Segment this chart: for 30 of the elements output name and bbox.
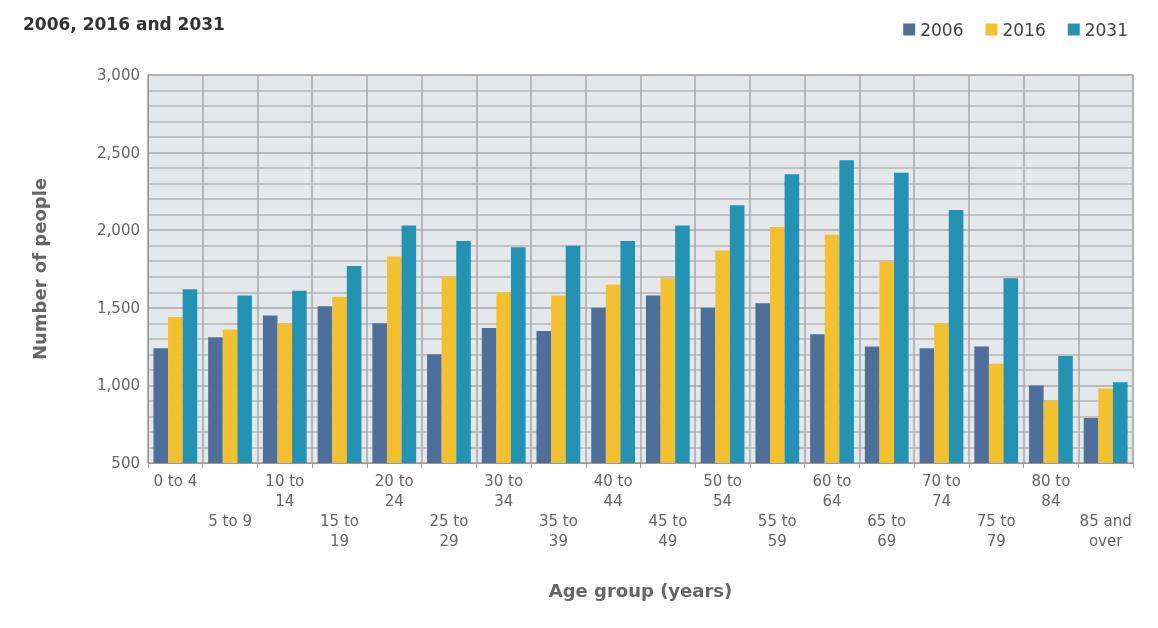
y-axis-title: Number of people	[28, 177, 50, 361]
legend-label: 2016	[1002, 19, 1046, 40]
y-tick-label: 3,000	[97, 66, 140, 84]
x-tick-label: 45 to 49	[648, 512, 688, 550]
x-tick-label: 5 to 9	[208, 512, 252, 530]
legend-label: 2006	[920, 19, 964, 40]
x-tick-label: 10 to 14	[265, 472, 305, 510]
x-tick-label: 70 to 74	[922, 472, 961, 510]
x-tick-label: 80 to 84	[1031, 472, 1071, 510]
x-tick-label: 40 to 44	[593, 472, 633, 510]
x-tick-label: 15 to 19	[320, 512, 359, 550]
x-tick-label: 50 to 54	[703, 472, 743, 510]
x-tick-label: 30 to 34	[484, 472, 524, 510]
y-tick-label: 2,000	[97, 221, 140, 240]
x-tick-label: 85 and over	[1079, 512, 1132, 550]
x-tick-label: 25 to 29	[429, 512, 469, 550]
x-axis-title: Age group (years)	[548, 579, 733, 601]
legend-label: 2031	[1084, 19, 1128, 40]
y-tick-label: 1,000	[97, 376, 140, 395]
y-tick-label: 500	[111, 454, 140, 472]
x-tick-label: 0 to 4	[153, 472, 198, 490]
x-tick-label: 75 to 79	[976, 512, 1016, 550]
y-tick-label: 2,500	[97, 143, 140, 162]
y-tick-label: 1,500	[97, 298, 140, 317]
x-tick-label: 65 to 69	[867, 512, 907, 550]
x-tick-label: 20 to 24	[374, 472, 414, 510]
x-tick-label: 60 to 64	[812, 472, 852, 510]
x-tick-label: 55 to 59	[757, 512, 797, 550]
x-tick-label: 35 to 39	[538, 512, 578, 550]
chart-title: 2006, 2016 and 2031	[23, 13, 225, 34]
